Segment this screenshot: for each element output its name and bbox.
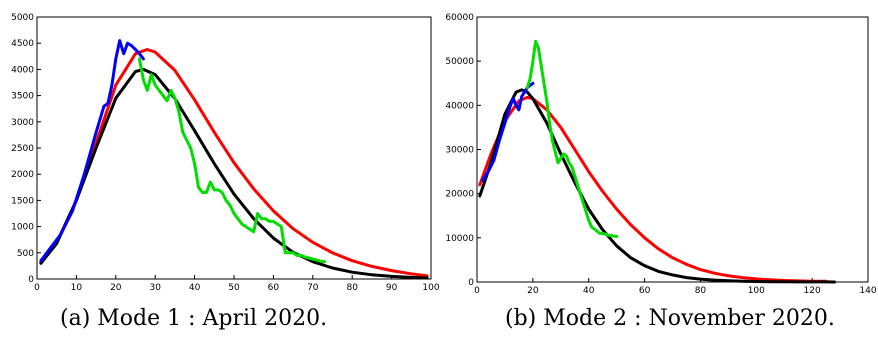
x-tick-label: 50 — [228, 283, 240, 293]
y-tick-label: 4000 — [11, 65, 34, 75]
y-tick-label: 3500 — [11, 92, 34, 102]
y-tick-label: 500 — [17, 249, 34, 259]
y-tick-label: 0 — [28, 275, 34, 285]
x-tick-label: 60 — [639, 286, 651, 296]
y-tick-label: 20000 — [445, 190, 474, 200]
x-tick-label: 80 — [346, 283, 358, 293]
x-tick-label: 40 — [583, 286, 595, 296]
x-tick-label: 0 — [34, 283, 40, 293]
x-tick-label: 90 — [386, 283, 398, 293]
y-tick-label: 2000 — [11, 170, 34, 180]
series-line-model-black-a — [39, 67, 429, 280]
caption-a: (a) Mode 1 : April 2020. — [60, 306, 328, 331]
y-tick-label: 5000 — [11, 13, 34, 23]
chart-panel-a: 0500100015002000250030003500400045005000… — [11, 13, 440, 293]
y-tick-label: 30000 — [445, 146, 474, 156]
x-tick-label: 0 — [474, 286, 480, 296]
series-line-data-green-a — [137, 57, 327, 264]
caption-b: (b) Mode 2 : November 2020. — [505, 306, 835, 331]
y-tick-label: 50000 — [445, 57, 474, 67]
x-tick-label: 40 — [189, 283, 201, 293]
y-tick-label: 2500 — [11, 144, 34, 154]
x-tick-label: 60 — [268, 283, 280, 293]
x-tick-label: 120 — [804, 286, 821, 296]
y-tick-label: 0 — [468, 278, 474, 288]
x-tick-label: 10 — [71, 283, 83, 293]
chart-panel-b: 0 10000 20000 30000 40000 50000 60000 0 20 40 60 80… — [445, 13, 876, 296]
y-tick-label: 60000 — [445, 13, 474, 23]
series-line-data-blue-a — [39, 39, 145, 263]
series-line-model-black-b — [478, 88, 836, 284]
x-tick-label: 20 — [527, 286, 539, 296]
series-line-model-red-b — [478, 95, 828, 283]
x-tick-label: 100 — [748, 286, 765, 296]
y-tick-label: 3000 — [11, 118, 34, 128]
y-tick-label: 40000 — [445, 101, 474, 111]
x-tick-label: 30 — [149, 283, 161, 293]
y-tick-label: 10000 — [445, 234, 474, 244]
series-line-data-green-b — [525, 39, 619, 238]
y-tick-label: 1000 — [11, 223, 34, 233]
x-tick-label: 100 — [422, 283, 439, 293]
y-tick-label: 4500 — [11, 39, 34, 49]
x-tick-label: 20 — [110, 283, 122, 293]
y-tick-label: 1500 — [11, 196, 34, 206]
x-tick-label: 140 — [859, 286, 876, 296]
series-line-model-red-a — [39, 48, 429, 278]
x-tick-label: 70 — [307, 283, 319, 293]
x-tick-label: 80 — [695, 286, 707, 296]
plot-frame-b — [476, 16, 869, 283]
